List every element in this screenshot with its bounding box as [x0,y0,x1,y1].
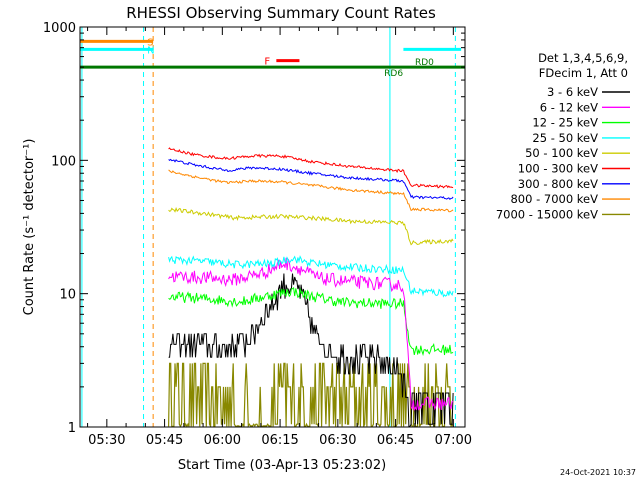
x-tick-label-2: 06:00 [204,433,241,448]
legend-label-0: 3 - 6 keV [547,85,598,99]
y-tick-label-2: 100 [51,154,76,169]
y-tick-label-0: 1 [68,421,76,436]
legend-label-7: 800 - 7000 keV [510,192,598,206]
series-line-100-300keV [168,147,454,189]
series-line-7000-15000keV [168,362,454,428]
plot-frame [79,26,466,428]
series-line-25-50keV [168,255,454,298]
chart-title: RHESSI Observing Summary Count Rates [126,4,436,22]
legend-label-4: 50 - 100 keV [525,146,598,160]
y-tick-label-3: 1000 [43,21,76,36]
flag-bar-label-3: F [264,57,270,68]
y-axis-label: Count Rate (s⁻¹ detector⁻¹) [22,139,37,316]
generation-timestamp: 24-Oct-2021 10:37 [560,468,636,477]
x-tick-label-1: 05:45 [146,433,183,448]
x-axis-label: Start Time (03-Apr-13 05:23:02) [178,458,386,473]
flag-bar-label-0: S [147,37,153,48]
series-line-12-25keV [168,286,454,357]
x-tick-label-5: 06:45 [377,433,414,448]
legend-header-line-2: FDecim 1, Att 0 [539,66,628,80]
x-tick-label-4: 06:30 [319,433,356,448]
x-tick-label-3: 06:15 [261,433,298,448]
legend-label-2: 12 - 25 keV [532,116,598,130]
x-tick-label-6: 07:00 [435,433,472,448]
series-line-300-800keV [168,158,454,201]
annotation-1: RD6 [384,69,403,79]
annotation-0: RD0 [415,58,434,68]
series-line-3-6keV [168,273,454,427]
legend-label-6: 300 - 800 keV [518,177,598,191]
legend-label-1: 6 - 12 keV [540,100,598,114]
series-line-50-100keV [168,206,454,246]
flag-bar-label-1: N [147,45,154,56]
series-line-6-12keV [168,257,454,412]
legend-label-8: 7000 - 15000 keV [496,207,598,221]
legend-label-3: 25 - 50 keV [532,131,598,145]
legend-header-line-1: Det 1,3,4,5,6,9, [538,51,628,65]
legend-label-5: 100 - 300 keV [518,162,598,176]
y-tick-label-1: 10 [59,288,76,303]
x-tick-label-0: 05:30 [88,433,125,448]
series-line-800-7000keV [168,169,454,213]
